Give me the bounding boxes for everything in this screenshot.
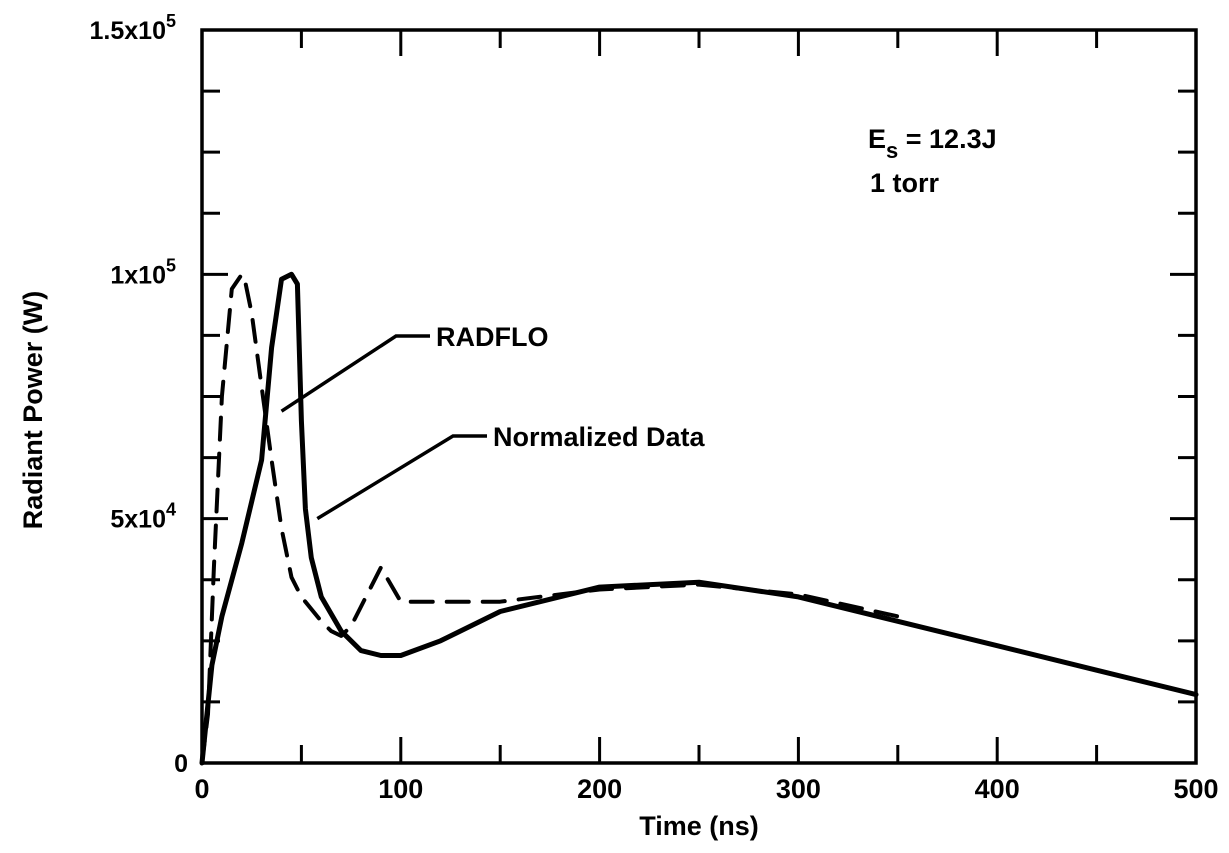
radflo-label: RADFLO xyxy=(436,322,548,352)
y-tick-label: 0 xyxy=(174,750,188,778)
series-labels: RADFLO Normalized Data xyxy=(280,322,706,521)
y-tick-label: 1.5x105 xyxy=(90,11,176,45)
y-tick-label: 1x105 xyxy=(110,255,176,289)
energy-annotation: Es = 12.3J xyxy=(868,124,997,163)
y-tick-label: 5x104 xyxy=(110,500,176,534)
x-tick-label: 300 xyxy=(776,774,821,804)
normalized-data-label: Normalized Data xyxy=(493,422,706,452)
y-axis-label: Radiant Power (W) xyxy=(18,291,48,530)
x-tick-label: 100 xyxy=(378,774,423,804)
x-axis-label: Time (ns) xyxy=(639,811,759,841)
radflo-leader-line xyxy=(280,334,430,413)
x-tick-label: 400 xyxy=(975,774,1020,804)
series-line-normalized-data xyxy=(200,272,900,765)
energy-value: = 12.3J xyxy=(898,124,996,154)
energy-symbol: E xyxy=(868,124,886,154)
axis-ticks xyxy=(202,30,1196,763)
x-tick-label: 500 xyxy=(1173,774,1218,804)
series-layer xyxy=(199,271,1199,766)
x-tick-label: 200 xyxy=(577,774,622,804)
pressure-annotation: 1 torr xyxy=(870,168,940,198)
tick-labels: 0 100 200 300 400 500 0 5x104 1x105 1.5x105 xyxy=(90,11,1219,804)
series-line-radflo xyxy=(199,271,1199,766)
normalized-data-leader-line xyxy=(316,434,487,521)
x-tick-label: 0 xyxy=(194,774,209,804)
energy-subscript: s xyxy=(886,138,898,163)
plot-frame xyxy=(200,28,1198,765)
